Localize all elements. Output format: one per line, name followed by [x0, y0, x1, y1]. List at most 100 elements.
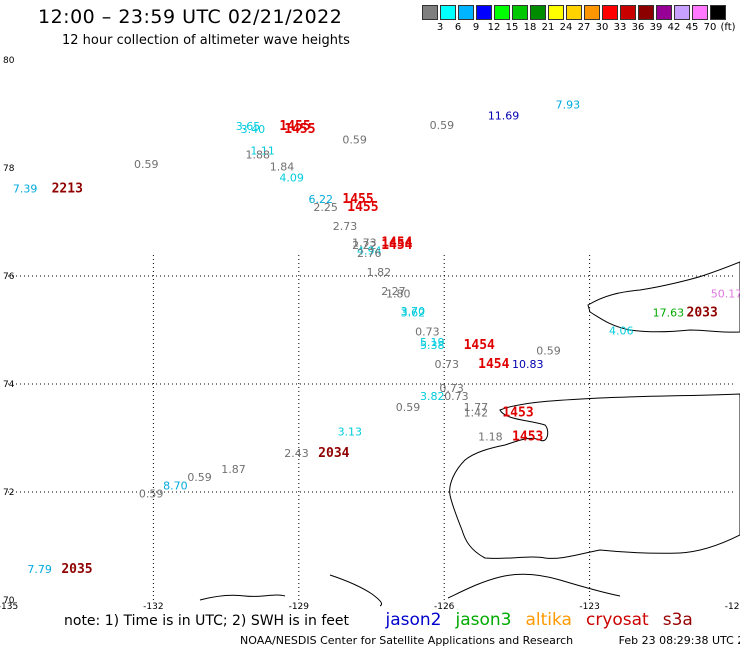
wave-height-label: 0.73	[444, 390, 469, 403]
colorbar-swatch	[584, 5, 600, 20]
wave-height-label: 3.82	[420, 390, 445, 403]
colorbar-swatch	[530, 5, 546, 20]
pass-time-label: 2035	[61, 562, 92, 577]
wave-height-label: 3.65	[236, 120, 261, 133]
wave-height-label: 1.87	[221, 463, 246, 476]
satellite-name: cryosat	[585, 610, 649, 630]
wave-height-label: 4.06	[609, 324, 634, 337]
coastline-herschel	[329, 574, 383, 607]
colorbar-label: 12	[487, 22, 501, 33]
colorbar-swatch	[548, 5, 564, 20]
coastline	[199, 261, 740, 607]
wave-height-label: 0.59	[139, 487, 164, 500]
wave-height-label: 8.70	[163, 479, 188, 492]
wave-height-label: 3.13	[338, 425, 363, 438]
lat-tick-label: 74	[3, 380, 15, 390]
wave-height-label: 4.09	[279, 172, 304, 185]
legend: note: 1) Time is in UTC; 2) SWH is in fe…	[64, 610, 703, 630]
wave-height-label: 1.84	[270, 161, 295, 174]
pass-time-label: 2034	[318, 446, 349, 461]
colorbar-swatch	[656, 5, 672, 20]
pass-time-label: 1453	[502, 405, 533, 420]
colorbar-label: 21	[541, 22, 555, 33]
pass-time-label: 1454	[381, 235, 412, 250]
colorbar-label: 30	[595, 22, 609, 33]
wave-height-label: 0.73	[415, 325, 440, 338]
colorbar-swatch	[674, 5, 690, 20]
lon-tick-label: -126	[434, 602, 455, 612]
wave-height-label: 1.80	[386, 288, 411, 301]
wave-height-label: 0.59	[187, 471, 212, 484]
colorbar-swatch	[692, 5, 708, 20]
wave-height-label: 7.39	[13, 182, 37, 195]
colorbar-label: 6	[454, 22, 462, 33]
map-title: 12:00 – 23:59 UTC 02/21/2022	[38, 6, 343, 28]
wave-height-label: 2.76	[357, 247, 382, 260]
satellite-name: s3a	[662, 610, 693, 630]
lon-tick-label: -129	[289, 602, 310, 612]
lat-tick-label: 70	[3, 596, 15, 606]
colorbar-swatch	[602, 5, 618, 20]
lon-tick-label: -132	[143, 602, 163, 612]
wave-height-label: 0.73	[439, 382, 464, 395]
colorbar-swatch	[638, 5, 654, 20]
colorbar-swatch	[512, 5, 528, 20]
colorbar-label: 39	[649, 22, 663, 33]
pass-time-label: 1455	[284, 122, 315, 137]
legend-note: note: 1) Time is in UTC; 2) SWH is in fe…	[64, 613, 350, 629]
wave-height-label: 1.77	[464, 401, 489, 414]
colorbar-label: 70	[703, 22, 717, 33]
wave-height-label: 50.17	[711, 288, 740, 301]
colorbar-label: 15	[505, 22, 519, 33]
pass-time-label: 2213	[52, 181, 83, 196]
colorbar-swatch	[566, 5, 582, 20]
pass-time-label: 1454	[464, 338, 495, 353]
wave-height-label: 7.79	[27, 563, 51, 576]
colorbar-swatch	[494, 5, 510, 20]
pass-time-label: 1454	[381, 238, 412, 253]
lat-tick-label: 72	[3, 488, 14, 498]
lat-tick-label: 78	[3, 164, 15, 174]
wave-height-label: 3.62	[401, 307, 426, 320]
wave-height-label: 0.59	[430, 119, 455, 132]
colorbar-swatch	[458, 5, 474, 20]
pass-time-label: 2033	[687, 306, 718, 321]
wave-height-label: 2.25	[313, 201, 338, 214]
colorbar-label: 18	[523, 22, 537, 33]
map-subtitle: 12 hour collection of altimeter wave hei…	[62, 33, 350, 48]
colorbar-swatch	[476, 5, 492, 20]
coastline-shore-west	[199, 594, 286, 601]
wave-height-label: 1.82	[367, 266, 392, 279]
colorbar-swatch	[710, 5, 726, 20]
satellite-name: jason2	[385, 610, 442, 630]
wave-height-label: 2.27	[381, 285, 406, 298]
satellite-legend: jason2 jason3 altika cryosat s3a	[381, 610, 702, 630]
coastline-banks-island	[587, 261, 740, 333]
wave-height-label: 10.83	[512, 358, 544, 371]
lat-tick-label: 80	[3, 56, 15, 66]
wave-height-label: 2.73	[333, 220, 358, 233]
colorbar-label: 27	[577, 22, 591, 33]
colorbar-label: 33	[613, 22, 627, 33]
colorbar-label: 45	[685, 22, 699, 33]
wave-height-label: 0.59	[396, 401, 421, 414]
wave-height-label: 0.59	[134, 158, 159, 171]
colorbar-label: 24	[559, 22, 573, 33]
wave-height-label: 2.43	[284, 447, 309, 460]
wave-height-label: 11.69	[488, 109, 520, 122]
pass-time-label: 1455	[279, 119, 310, 134]
colorbar-label: 3	[436, 22, 444, 33]
wave-height-label: 17.63	[653, 307, 685, 320]
graticule	[8, 255, 735, 600]
wave-height-label: 0.73	[435, 358, 460, 371]
footer-credit: NOAA/NESDIS Center for Satellite Applica…	[240, 634, 574, 647]
colorbar-unit: (ft)	[720, 22, 736, 33]
colorbar-label: 36	[631, 22, 645, 33]
pass-time-label: 1453	[512, 430, 543, 445]
coastline-delta	[447, 573, 621, 599]
wave-height-label: 1.88	[245, 148, 270, 161]
wave-height-label: 0.59	[342, 134, 367, 147]
satellite-name: altika	[525, 610, 572, 630]
footer: NOAA/NESDIS Center for Satellite Applica…	[240, 634, 740, 647]
